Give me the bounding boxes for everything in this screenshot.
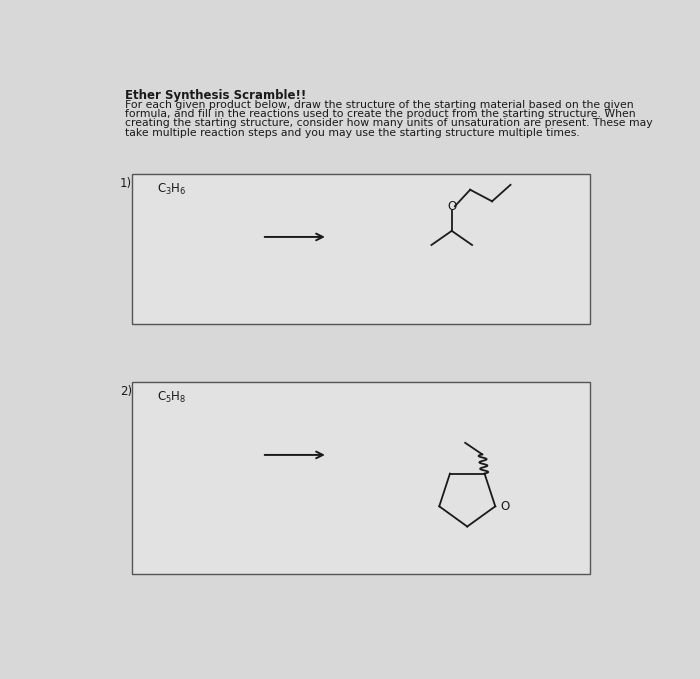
Text: creating the starting structure, consider how many units of unsaturation are pre: creating the starting structure, conside… bbox=[125, 118, 652, 128]
Text: O: O bbox=[500, 500, 509, 513]
Text: C$_5$H$_8$: C$_5$H$_8$ bbox=[158, 390, 187, 405]
Text: formula, and fill in the reactions used to create the product from the starting : formula, and fill in the reactions used … bbox=[125, 109, 636, 120]
Bar bbox=[132, 382, 589, 574]
Text: take multiple reaction steps and you may use the starting structure multiple tim: take multiple reaction steps and you may… bbox=[125, 128, 580, 138]
Text: Ether Synthesis Scramble!!: Ether Synthesis Scramble!! bbox=[125, 89, 306, 102]
Bar bbox=[132, 174, 589, 324]
Text: 1): 1) bbox=[120, 177, 132, 190]
Text: For each given product below, draw the structure of the starting material based : For each given product below, draw the s… bbox=[125, 100, 634, 110]
Text: O: O bbox=[447, 200, 456, 213]
Text: 2): 2) bbox=[120, 385, 132, 398]
Text: C$_3$H$_6$: C$_3$H$_6$ bbox=[158, 181, 187, 197]
